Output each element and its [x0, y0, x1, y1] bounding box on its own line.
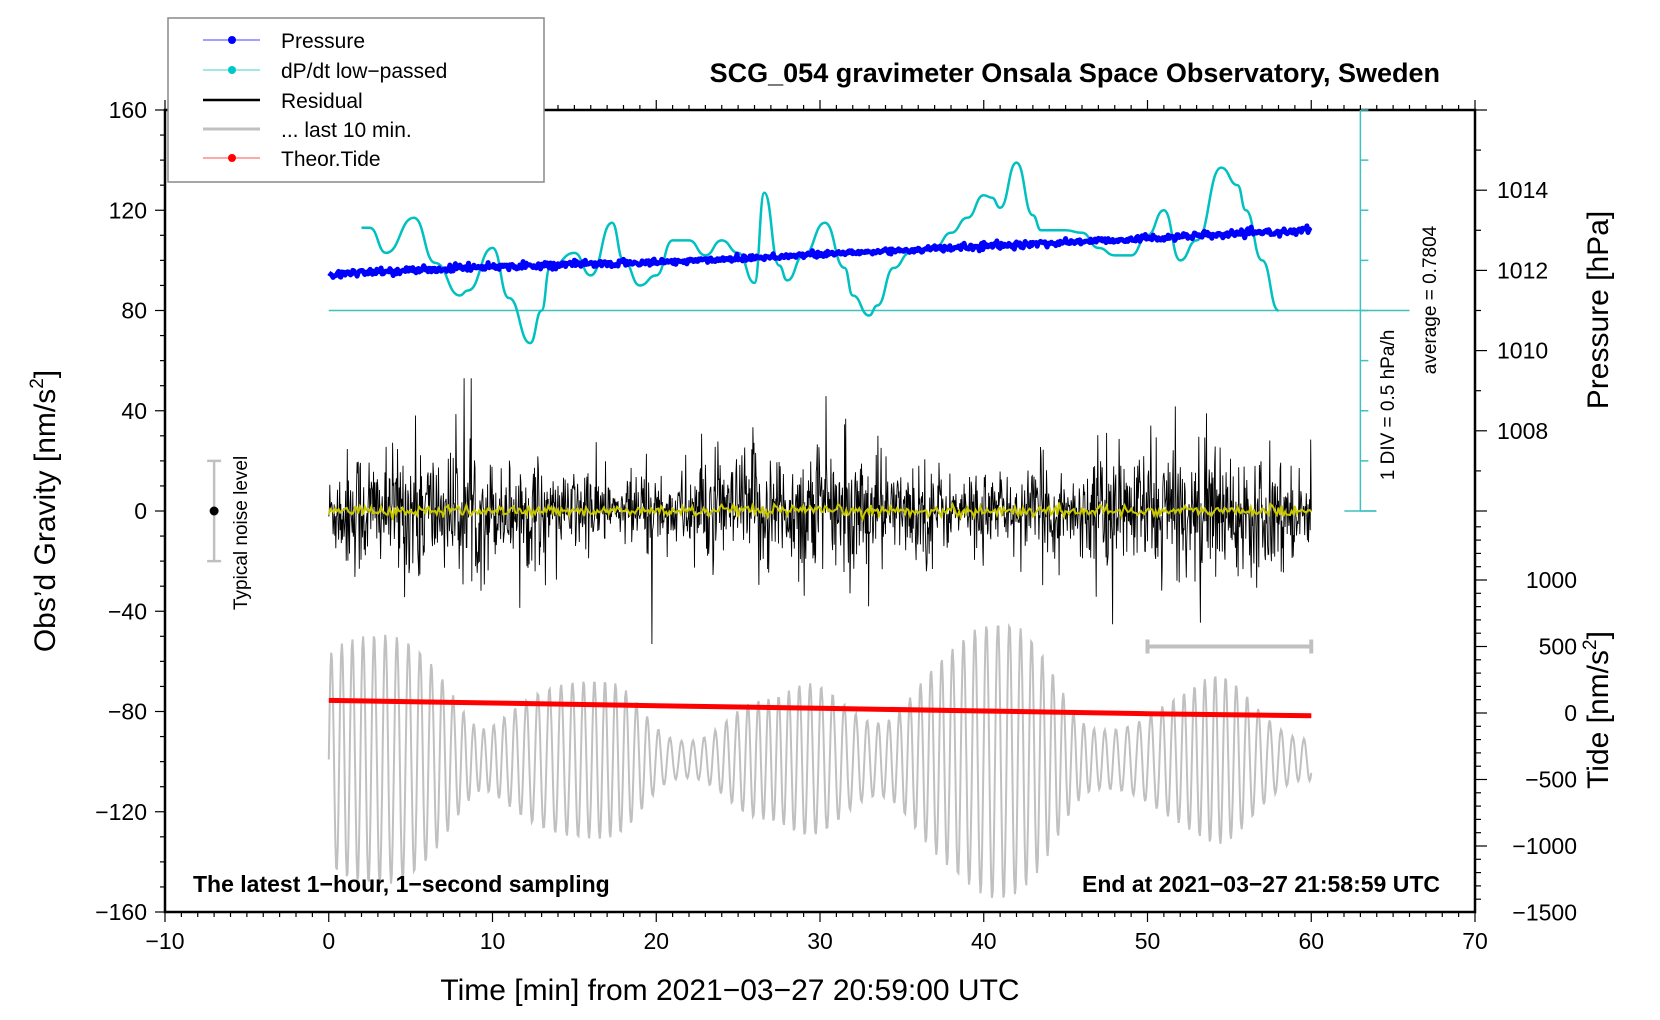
tide-tick-label: 1000 — [1526, 567, 1577, 593]
y-left-tick-label: −40 — [108, 598, 147, 624]
y-left-tick-label: 0 — [134, 498, 147, 524]
x-tick-label: 70 — [1462, 928, 1488, 954]
y-left-tick-label: −80 — [108, 699, 147, 725]
pressure-tick-label: 1012 — [1497, 257, 1548, 283]
legend-label-residual: Residual — [281, 90, 363, 113]
x-tick-label: 10 — [480, 928, 506, 954]
legend-item-tide: Theor.Tide — [203, 148, 381, 171]
legend-item-last10: ... last 10 min. — [203, 119, 412, 142]
legend-label-dpdt: dP/dt low−passed — [281, 60, 447, 83]
x-tick-label: 60 — [1298, 928, 1324, 954]
x-tick-label: 40 — [971, 928, 997, 954]
y-left-tick-label: 160 — [109, 97, 147, 123]
sampling-annotation: The latest 1−hour, 1−second sampling — [193, 871, 610, 897]
tide-tick-label: −1000 — [1512, 833, 1577, 859]
series-residual — [328, 378, 1312, 645]
y-left-title-base: Obs’d Gravity [nm/s — [29, 389, 62, 652]
tide-tick-label: 500 — [1539, 634, 1577, 660]
y-axis-tide-title: Tide [nm/s2] — [1580, 631, 1615, 789]
x-tick-label: 0 — [322, 928, 335, 954]
y-axis-pressure-title: Pressure [hPa] — [1582, 211, 1615, 409]
y-left-tick-label: −160 — [95, 899, 147, 925]
end-time-annotation: End at 2021−03−27 21:58:59 UTC — [1082, 871, 1440, 897]
y-left-tick-label: 40 — [121, 398, 147, 424]
x-tick-label: −10 — [145, 928, 184, 954]
noise-bar-center — [209, 506, 219, 516]
series-theor-tide — [328, 697, 1312, 719]
legend: Pressure dP/dt low−passed Residual ... l… — [167, 17, 545, 183]
legend-label-pressure: Pressure — [281, 30, 365, 53]
y-left-title-end: ] — [29, 370, 62, 378]
x-axis-title: Time [min] from 2021−03−27 20:59:00 UTC — [440, 974, 1019, 1007]
y-left-tick-label: 80 — [121, 298, 147, 324]
legend-item-dpdt: dP/dt low−passed — [203, 60, 447, 83]
y-tide-title-base: Tide [nm/s — [1582, 650, 1615, 789]
series-residual-smoothed — [327, 501, 1313, 523]
legend-label-last10: ... last 10 min. — [281, 119, 412, 142]
pressure-tick-label: 1014 — [1497, 177, 1548, 203]
pressure-tick-label: 1010 — [1497, 338, 1548, 364]
dpdt-average-label: average = 0.7804 — [1420, 225, 1441, 374]
chart-title: SCG_054 gravimeter Onsala Space Observat… — [710, 58, 1440, 88]
tide-tick-label: −500 — [1525, 767, 1577, 793]
y-axis-left-title: Obs’d Gravity [nm/s2] — [27, 370, 62, 652]
noise-level-label: Typical noise level — [231, 456, 252, 610]
tide-tick-label: 0 — [1564, 700, 1577, 726]
legend-marker-dpdt — [228, 66, 236, 74]
tide-tick-label: −1500 — [1512, 900, 1577, 926]
legend-marker-pressure — [228, 36, 236, 44]
series-pressure — [327, 223, 1313, 280]
dpdt-division-label: 1 DIV = 0.5 hPa/h — [1378, 330, 1399, 481]
legend-item-pressure: Pressure — [203, 30, 365, 53]
x-tick-label: 50 — [1135, 928, 1161, 954]
legend-label-tide: Theor.Tide — [281, 148, 381, 171]
y-tide-title-sup: 2 — [1580, 639, 1601, 650]
legend-item-residual: Residual — [203, 90, 363, 113]
x-tick-label: 30 — [807, 928, 833, 954]
y-left-tick-label: 120 — [109, 197, 147, 223]
legend-marker-tide — [228, 154, 236, 162]
series-dpdt — [361, 161, 1280, 345]
y-tide-title-end: ] — [1582, 631, 1615, 639]
y-left-tick-label: −120 — [95, 799, 147, 825]
series-layer — [207, 109, 1410, 898]
series-last10 — [327, 622, 1313, 898]
axes-layer: −10 0 10 20 30 40 50 60 70 160 120 80 40 0 −40 −80 −120 −… — [95, 97, 1577, 954]
pressure-tick-label: 1008 — [1497, 418, 1548, 444]
y-left-title-sup: 2 — [27, 378, 48, 389]
x-tick-label: 20 — [643, 928, 669, 954]
